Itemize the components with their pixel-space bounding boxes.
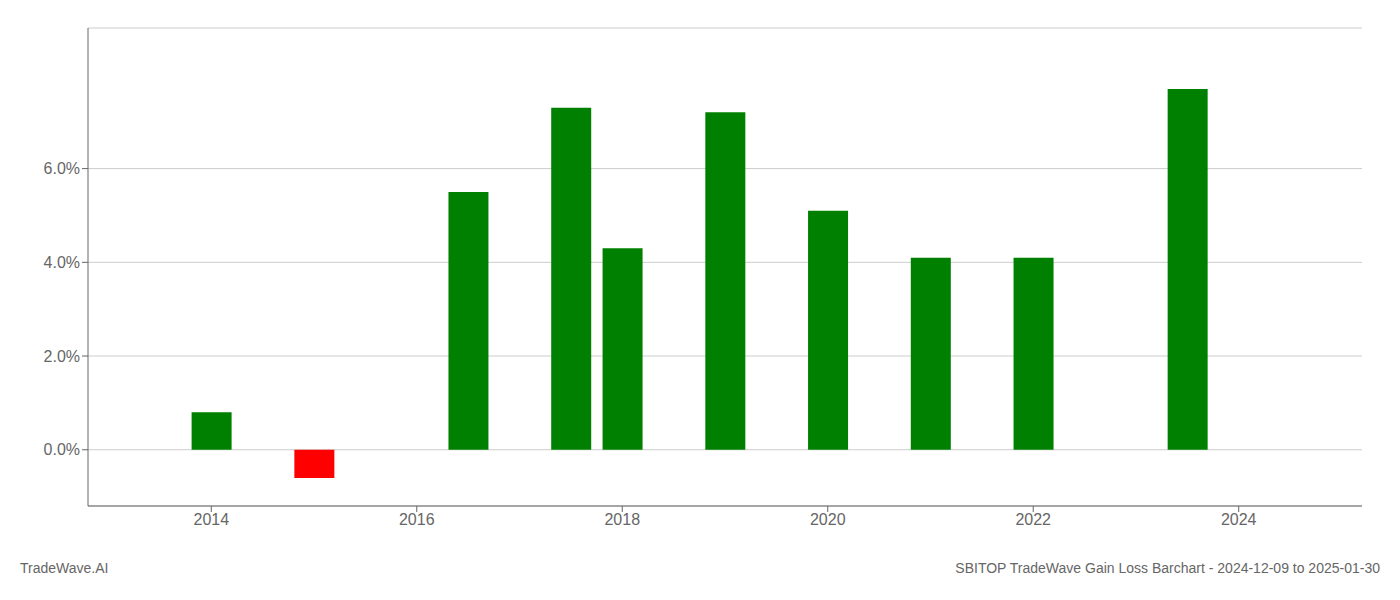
svg-text:2016: 2016: [399, 511, 435, 528]
svg-text:4.0%: 4.0%: [44, 254, 80, 271]
svg-text:6.0%: 6.0%: [44, 160, 80, 177]
svg-text:2024: 2024: [1221, 511, 1257, 528]
svg-text:2014: 2014: [193, 511, 229, 528]
html-text:SBITOP TradeWave Gain Loss Bar: SBITOP TradeWave Gain Loss Barchart - 20…: [955, 560, 1380, 576]
svg-text:2020: 2020: [810, 511, 846, 528]
svg-text:2022: 2022: [1015, 511, 1051, 528]
html-text:TradeWave.AI: TradeWave.AI: [20, 560, 109, 576]
svg-text:2.0%: 2.0%: [44, 348, 80, 365]
svg-text:0.0%: 0.0%: [44, 441, 80, 458]
svg-text:2018: 2018: [604, 511, 640, 528]
